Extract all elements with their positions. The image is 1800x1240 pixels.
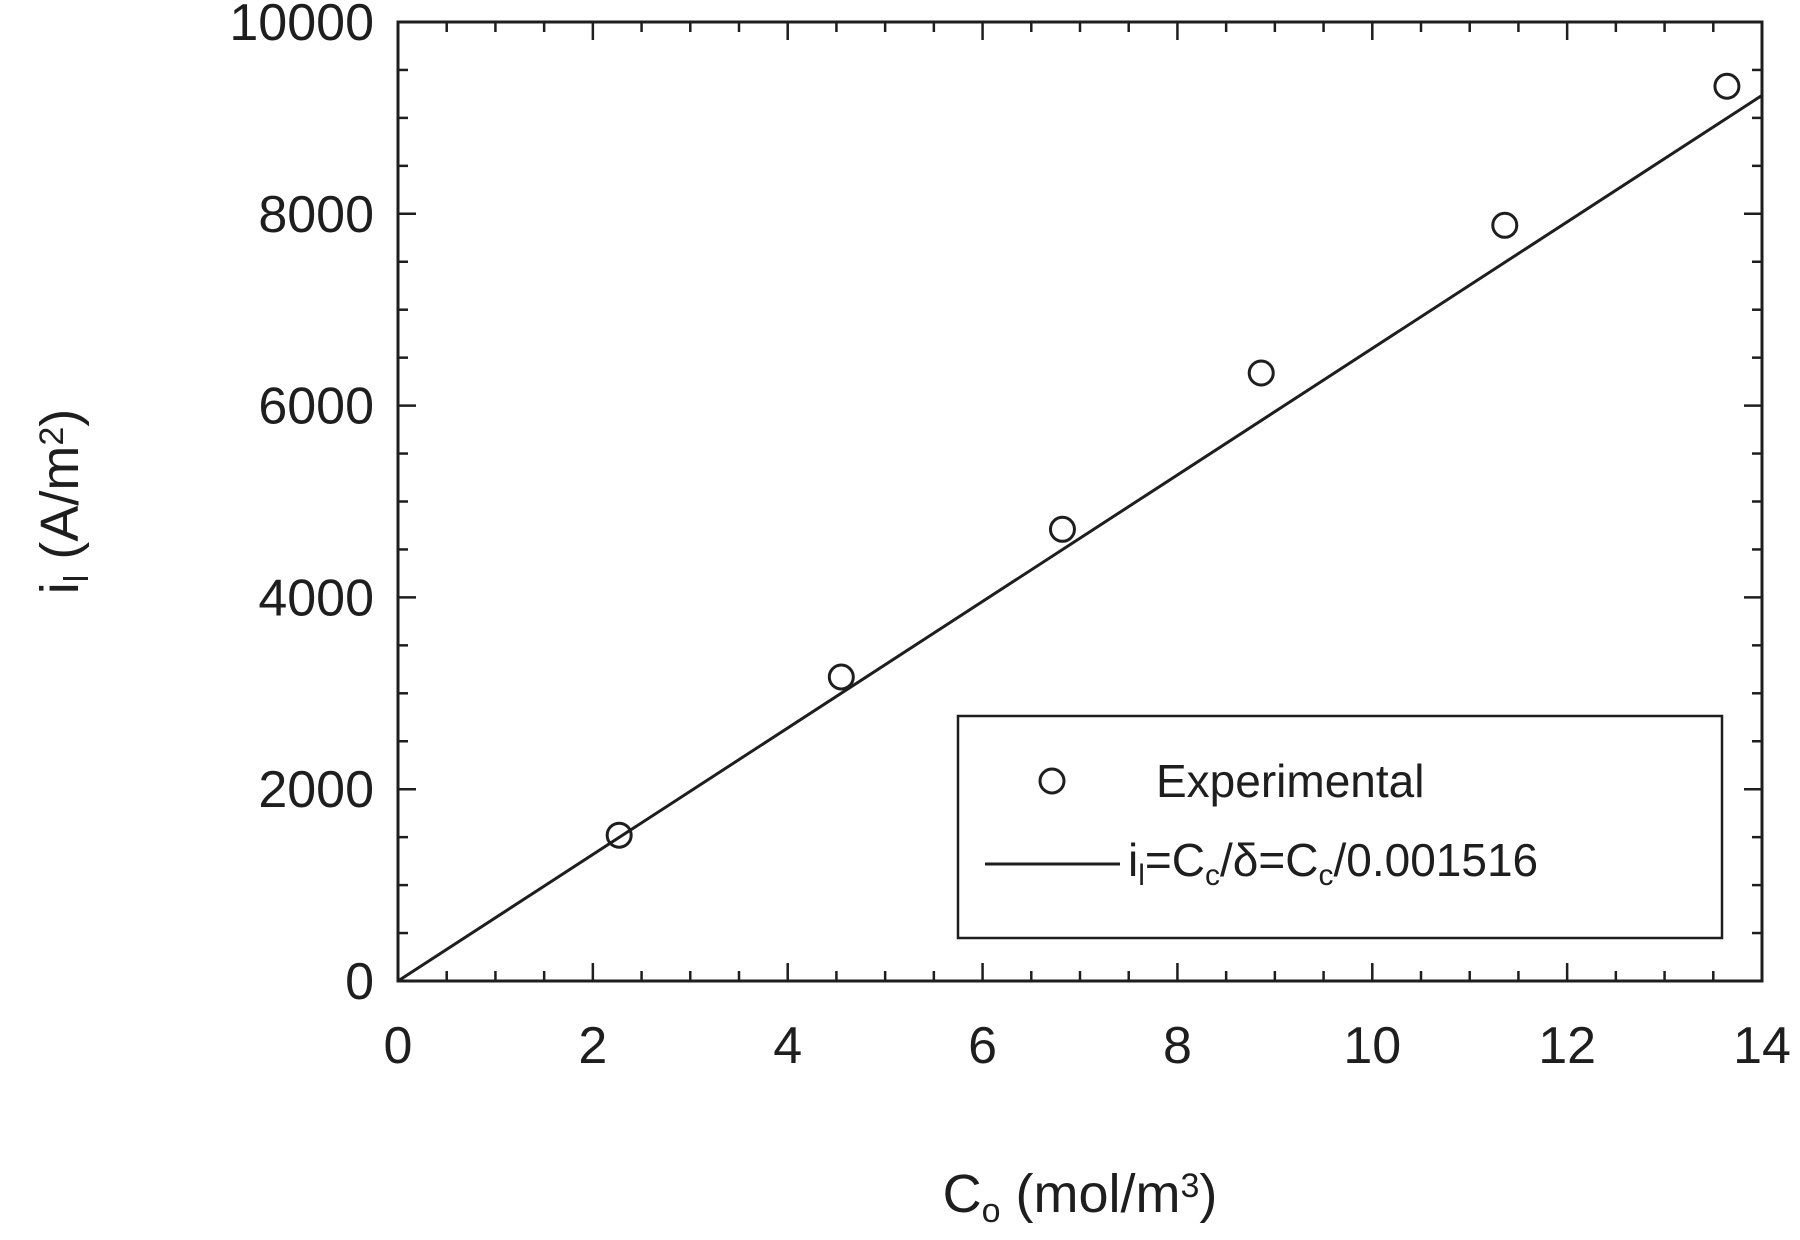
- data-point: [1713, 72, 1741, 100]
- data-point: [1491, 211, 1519, 239]
- fit-line: [397, 94, 1763, 983]
- x-tick-label: 0: [384, 1017, 413, 1075]
- legend-label-fit: il=Cc/δ=Cc/0.001516: [1128, 834, 1538, 892]
- y-tick-label: 4000: [258, 569, 374, 627]
- x-tick-label: 12: [1538, 1017, 1596, 1075]
- x-tick-label: 4: [773, 1017, 802, 1075]
- y-tick-label: 6000: [258, 378, 374, 436]
- legend-box: [956, 714, 1724, 940]
- x-axis-label: Co (mol/m3): [943, 1164, 1218, 1230]
- data-point: [827, 663, 855, 691]
- x-tick-label: 6: [968, 1017, 997, 1075]
- plot-area: 0 2 4 6 8 10 12 14 0 2000 4000 6000 8000 10000: [229, 0, 1791, 1075]
- y-tick-label: 8000: [258, 186, 374, 244]
- y-axis-label: il (A/m2): [30, 409, 96, 594]
- x-tick-label: 10: [1343, 1017, 1401, 1075]
- legend-label-experimental: Experimental: [1156, 755, 1424, 807]
- legend: Experimental il=Cc/δ=Cc/0.001516: [956, 714, 1724, 940]
- y-tick-label: 10000: [229, 0, 374, 52]
- x-tick-label: 2: [578, 1017, 607, 1075]
- data-point: [605, 821, 633, 849]
- legend-marker-experimental: [1038, 767, 1066, 795]
- x-tick-label: 14: [1733, 1017, 1791, 1075]
- data-point: [1247, 359, 1275, 387]
- data-point: [1048, 515, 1076, 543]
- y-tick-label: 2000: [258, 761, 374, 819]
- y-tick-label: 0: [345, 953, 374, 1011]
- x-tick-label: 8: [1163, 1017, 1192, 1075]
